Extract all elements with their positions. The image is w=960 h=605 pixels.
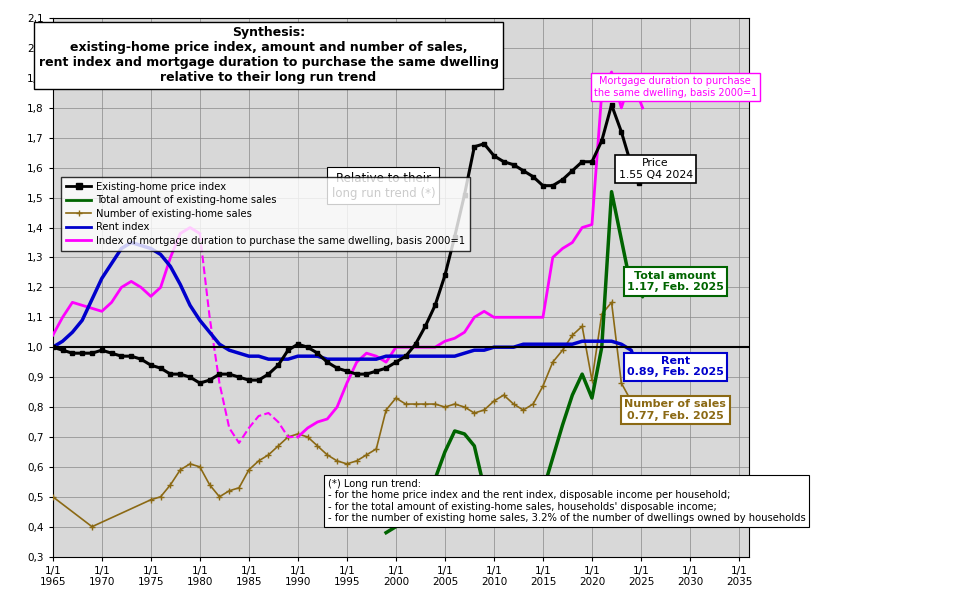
Text: Mortgage duration to purchase
the same dwelling, basis 2000=1: Mortgage duration to purchase the same d… [593,76,756,98]
Text: Number of sales
0.77, Feb. 2025: Number of sales 0.77, Feb. 2025 [624,399,726,421]
Text: Price
1.55 Q4 2024: Price 1.55 Q4 2024 [618,159,693,180]
Text: Synthesis:
existing-home price index, amount and number of sales,
rent index and: Synthesis: existing-home price index, am… [38,26,498,84]
Text: Relative to their
long run trend (*): Relative to their long run trend (*) [331,172,435,200]
Legend: Existing-home price index, Total amount of existing-home sales, Number of existi: Existing-home price index, Total amount … [61,177,470,250]
Text: (*) Long run trend:
- for the home price index and the rent index, disposable in: (*) Long run trend: - for the home price… [327,479,805,523]
Text: Total amount
1.17, Feb. 2025: Total amount 1.17, Feb. 2025 [627,270,724,292]
Text: Rent
0.89, Feb. 2025: Rent 0.89, Feb. 2025 [627,356,724,378]
